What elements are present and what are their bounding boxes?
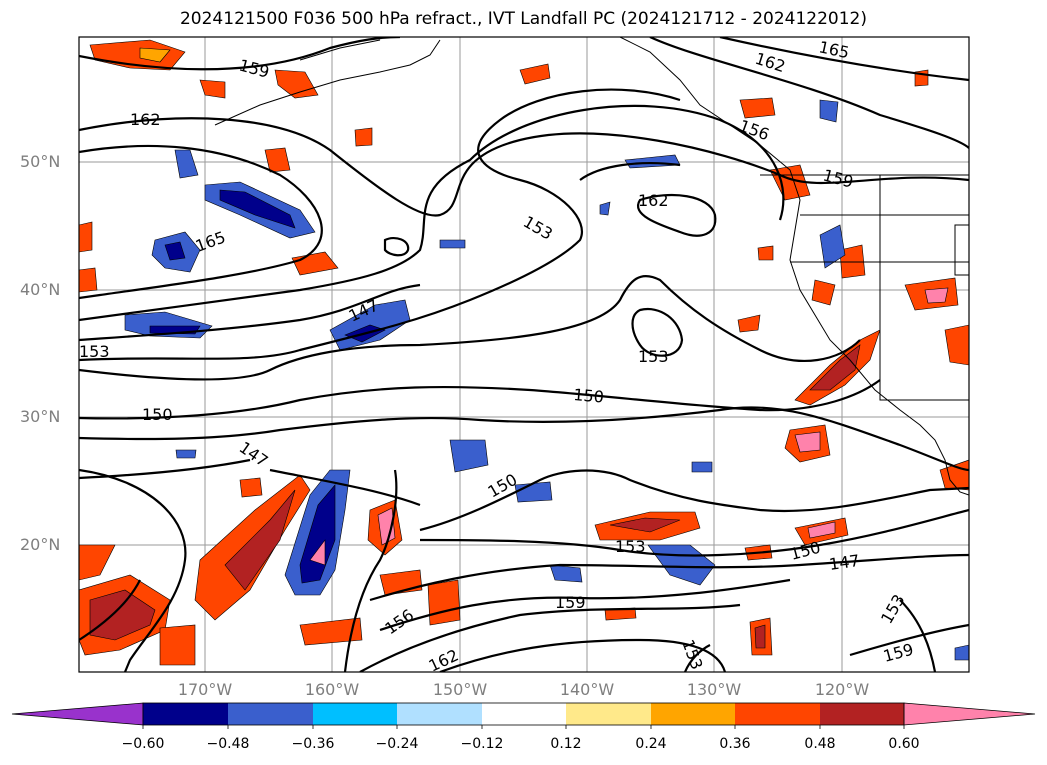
lon-label: 160°W [304, 680, 360, 699]
colorbar-tick-label: 0.24 [635, 736, 667, 752]
colorbar-tick-label: 0.36 [719, 736, 751, 752]
contour-label: 162 [638, 191, 669, 210]
lon-label: 120°W [814, 680, 870, 699]
contour-label: 153 [79, 342, 110, 361]
lat-label: 40°N [20, 280, 61, 299]
lon-label: 170°W [177, 680, 233, 699]
coastlines [214, 37, 969, 496]
colorbar-tick-label: 0.48 [804, 736, 836, 752]
lon-label: 140°W [559, 680, 615, 699]
colorbar-tick-label: −0.60 [121, 736, 165, 752]
contour-label: 150 [573, 385, 605, 407]
contour-label: 162 [130, 110, 161, 129]
lat-label: 20°N [20, 535, 61, 554]
lat-label: 50°N [20, 152, 61, 171]
colorbar-tick-label: 0.12 [550, 736, 582, 752]
colorbar [11, 702, 1036, 729]
contour-label: 147 [828, 551, 861, 574]
contour-lines [79, 37, 969, 672]
colorbar-tick-label: 0.60 [888, 736, 920, 752]
lon-label: 150°W [432, 680, 488, 699]
colorbar-tick-label: −0.36 [291, 736, 335, 752]
contour-label: 150 [142, 405, 173, 424]
colorbar-tick-label: −0.48 [206, 736, 250, 752]
lon-label: 130°W [686, 680, 742, 699]
colorbar-tick-label: −0.24 [375, 736, 419, 752]
positive-anomaly-fills [79, 39, 969, 666]
map-title: 2024121500 F036 500 hPa refract., IVT La… [179, 9, 867, 29]
lat-label: 30°N [20, 407, 61, 426]
contour-label: 153 [638, 347, 669, 366]
contour-label: 159 [555, 593, 586, 612]
contour-label: 153 [615, 537, 646, 556]
colorbar-tick-label: −0.12 [460, 736, 504, 752]
